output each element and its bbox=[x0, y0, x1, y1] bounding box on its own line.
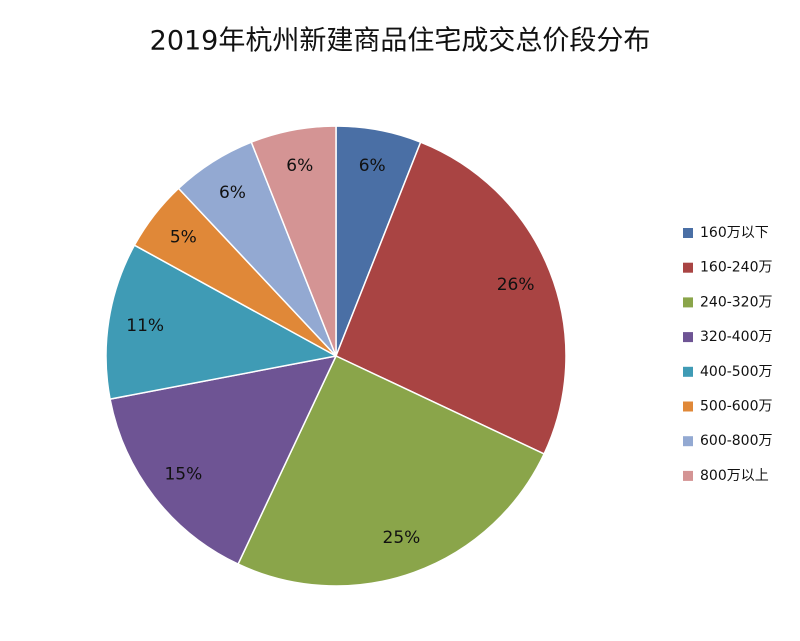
data-label: 26% bbox=[497, 275, 535, 295]
legend-label: 400-500万 bbox=[700, 364, 773, 380]
legend-label: 500-600万 bbox=[700, 399, 773, 415]
pie-slice bbox=[105, 244, 339, 400]
legend-swatch bbox=[683, 436, 693, 447]
legend-swatch bbox=[683, 262, 693, 273]
legend-swatch bbox=[683, 470, 693, 481]
data-label: 11% bbox=[126, 316, 164, 336]
legend-label: 600-800万 bbox=[700, 433, 773, 449]
data-label: 6% bbox=[359, 156, 386, 176]
pie-slice bbox=[237, 355, 546, 587]
data-label: 15% bbox=[164, 464, 202, 484]
data-label: 25% bbox=[383, 528, 421, 548]
pie-slice bbox=[250, 125, 337, 357]
data-label: 6% bbox=[286, 156, 313, 176]
legend-swatch bbox=[683, 332, 693, 343]
data-label: 6% bbox=[219, 183, 246, 203]
legend-label: 800万以上 bbox=[700, 468, 769, 484]
legend-label: 320-400万 bbox=[700, 329, 773, 345]
legend-swatch bbox=[683, 228, 693, 238]
legend-swatch bbox=[683, 297, 693, 308]
legend-label: 240-320万 bbox=[700, 294, 773, 310]
data-label: 5% bbox=[170, 228, 197, 248]
pie-slice bbox=[335, 141, 567, 455]
pie-slice bbox=[109, 354, 338, 566]
legend-label: 160-240万 bbox=[700, 260, 773, 276]
legend-swatch bbox=[683, 366, 693, 377]
chart-title: 2019年杭州新建商品住宅成交总价段分布 bbox=[150, 26, 651, 57]
legend-swatch bbox=[683, 401, 693, 412]
legend-label: 160万以下 bbox=[700, 225, 769, 241]
